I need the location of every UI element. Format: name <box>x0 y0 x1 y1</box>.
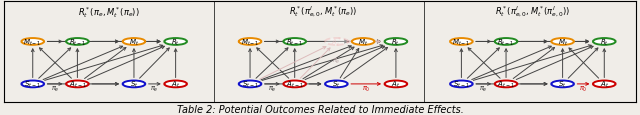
Text: $S_{t-1}$: $S_{t-1}$ <box>24 79 41 89</box>
Ellipse shape <box>385 81 407 88</box>
Text: $A_{t-1}$: $A_{t-1}$ <box>68 79 86 89</box>
Ellipse shape <box>21 81 44 88</box>
Text: $R_t$: $R_t$ <box>392 37 401 47</box>
Text: $M_{t-1}$: $M_{t-1}$ <box>24 37 42 47</box>
Text: $S_t$: $S_t$ <box>130 79 138 89</box>
Ellipse shape <box>495 81 517 88</box>
Ellipse shape <box>593 81 616 88</box>
Text: $\pi_e$: $\pi_e$ <box>268 84 276 93</box>
Text: $\pi_e$: $\pi_e$ <box>51 84 60 93</box>
Ellipse shape <box>593 39 616 45</box>
Text: $\pi_0$: $\pi_0$ <box>579 84 588 93</box>
Text: $R_t$: $R_t$ <box>600 37 609 47</box>
Ellipse shape <box>239 81 261 88</box>
Text: $M_{t-1}$: $M_{t-1}$ <box>241 37 259 47</box>
Ellipse shape <box>21 39 44 45</box>
Ellipse shape <box>66 39 89 45</box>
Text: Table 2: Potential Outcomes Related to Immediate Effects.: Table 2: Potential Outcomes Related to I… <box>177 104 463 114</box>
Ellipse shape <box>164 39 187 45</box>
Ellipse shape <box>123 39 145 45</box>
Text: $A_t$: $A_t$ <box>391 79 401 89</box>
Text: $S_t$: $S_t$ <box>558 79 567 89</box>
Text: $R_t$: $R_t$ <box>171 37 180 47</box>
Text: $R_{t-1}$: $R_{t-1}$ <box>68 37 86 47</box>
Text: $A_{t-1}$: $A_{t-1}$ <box>497 79 515 89</box>
Text: $A_t^*$: $A_t^*$ <box>331 35 342 49</box>
Text: $\pi_0$: $\pi_0$ <box>362 84 371 93</box>
Text: $\pi_e$: $\pi_e$ <box>479 84 488 93</box>
Ellipse shape <box>450 39 473 45</box>
Text: $R_t^*(\pi_e, M_t^*(\pi_e))$: $R_t^*(\pi_e, M_t^*(\pi_e))$ <box>77 5 140 19</box>
Text: $R_t^*(\pi_{e,0}^l, M_t^*(\pi_{e,0}^l))$: $R_t^*(\pi_{e,0}^l, M_t^*(\pi_{e,0}^l))$ <box>495 5 570 19</box>
Text: $M_t$: $M_t$ <box>358 37 368 47</box>
Ellipse shape <box>551 81 574 88</box>
Ellipse shape <box>284 81 306 88</box>
Text: $\pi_e$: $\pi_e$ <box>150 84 159 93</box>
Text: $R_{t-1}$: $R_{t-1}$ <box>497 37 515 47</box>
Ellipse shape <box>385 39 407 45</box>
Ellipse shape <box>164 81 187 88</box>
Text: $R_{t-1}$: $R_{t-1}$ <box>286 37 303 47</box>
Ellipse shape <box>123 81 145 88</box>
Text: $A_{t-1}$: $A_{t-1}$ <box>286 79 303 89</box>
Ellipse shape <box>284 39 306 45</box>
Text: $A_t$: $A_t$ <box>171 79 180 89</box>
Ellipse shape <box>495 39 517 45</box>
Ellipse shape <box>239 39 261 45</box>
Ellipse shape <box>325 81 348 88</box>
Text: $S_{t-1}$: $S_{t-1}$ <box>453 79 470 89</box>
Ellipse shape <box>325 39 348 45</box>
Text: $S_{t-1}$: $S_{t-1}$ <box>241 79 259 89</box>
Text: $S_t$: $S_t$ <box>332 79 340 89</box>
Text: $R_t^*(\pi_{e,0}^l, M_t^*(\pi_e))$: $R_t^*(\pi_{e,0}^l, M_t^*(\pi_e))$ <box>289 5 357 19</box>
Ellipse shape <box>352 39 374 45</box>
Text: $M_{t-1}$: $M_{t-1}$ <box>452 37 470 47</box>
Text: $A_t$: $A_t$ <box>600 79 609 89</box>
Ellipse shape <box>551 39 574 45</box>
Text: $\pi_e$: $\pi_e$ <box>332 57 340 66</box>
Text: $M_t$: $M_t$ <box>129 37 139 47</box>
Text: $M_t$: $M_t$ <box>557 37 568 47</box>
Ellipse shape <box>66 81 89 88</box>
Ellipse shape <box>450 81 473 88</box>
